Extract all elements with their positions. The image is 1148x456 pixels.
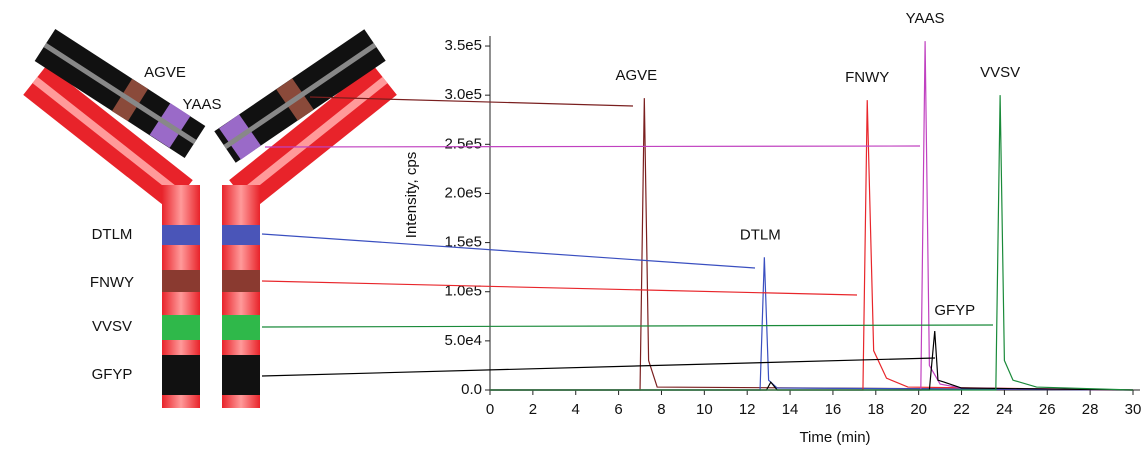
- x-axis-title: Time (min): [799, 429, 870, 446]
- y-tick-label: 1.0e5: [444, 283, 482, 300]
- x-tick-label: 26: [1039, 401, 1056, 418]
- x-tick-label: 16: [825, 401, 842, 418]
- chain-highlight: [223, 42, 377, 150]
- band: [222, 355, 260, 395]
- band: [162, 225, 200, 245]
- region-label: DTLM: [92, 226, 133, 243]
- x-tick-label: 14: [782, 401, 799, 418]
- peak-label: VVSV: [980, 64, 1020, 81]
- x-tick-label: 20: [910, 401, 927, 418]
- y-tick-label: 1.5e5: [444, 234, 482, 251]
- x-tick-label: 10: [696, 401, 713, 418]
- band: [222, 270, 260, 292]
- region-label: GFYP: [92, 366, 133, 383]
- y-axis-title: Intensity, cps: [403, 152, 420, 238]
- trace: [490, 95, 1134, 391]
- y-tick-label: 0.0: [461, 381, 482, 398]
- y-tick-label: 2.5e5: [444, 135, 482, 152]
- x-tick-label: 24: [996, 401, 1013, 418]
- peak-label: YAAS: [906, 10, 945, 27]
- connector: [261, 280, 858, 296]
- region-label: AGVE: [144, 64, 186, 81]
- band: [162, 270, 200, 292]
- arm-highlight: [32, 76, 184, 199]
- region-label: VVSV: [92, 318, 132, 335]
- peak-label: DTLM: [740, 226, 781, 243]
- peak-label: GFYP: [934, 302, 975, 319]
- x-tick-label: 22: [953, 401, 970, 418]
- band: [162, 355, 200, 395]
- peak-label: FNWY: [845, 69, 889, 86]
- y-tick-label: 3.0e5: [444, 86, 482, 103]
- x-tick-label: 18: [867, 401, 884, 418]
- y-tick-label: 5.0e4: [444, 332, 482, 349]
- x-tick-label: 0: [486, 401, 494, 418]
- arm-highlight: [238, 76, 388, 199]
- x-tick-label: 8: [657, 401, 665, 418]
- region-label: YAAS: [183, 96, 222, 113]
- antibody: AGVE YAAS DTLM FNWY VVSV GFYP: [23, 29, 397, 408]
- trace: [490, 257, 1134, 391]
- x-tick-label: 2: [529, 401, 537, 418]
- peak-label: AGVE: [615, 67, 657, 84]
- band: [162, 315, 200, 340]
- trace: [490, 98, 1134, 391]
- x-tick-label: 12: [739, 401, 756, 418]
- connector: [261, 357, 936, 377]
- chain-highlight: [43, 42, 197, 145]
- band: [222, 315, 260, 340]
- connector: [264, 145, 921, 148]
- trace: [490, 41, 1134, 391]
- x-tick-label: 4: [572, 401, 580, 418]
- y-tick-label: 2.0e5: [444, 184, 482, 201]
- y-tick-label: 3.5e5: [444, 37, 482, 54]
- band: [222, 225, 260, 245]
- trace: [490, 330, 1134, 391]
- x-tick-label: 30: [1125, 401, 1142, 418]
- x-tick-label: 28: [1082, 401, 1099, 418]
- connector: [261, 324, 994, 328]
- x-tick-label: 6: [614, 401, 622, 418]
- trace: [490, 100, 1134, 391]
- connector: [261, 233, 756, 269]
- connector: [309, 96, 634, 107]
- region-label: FNWY: [90, 274, 134, 291]
